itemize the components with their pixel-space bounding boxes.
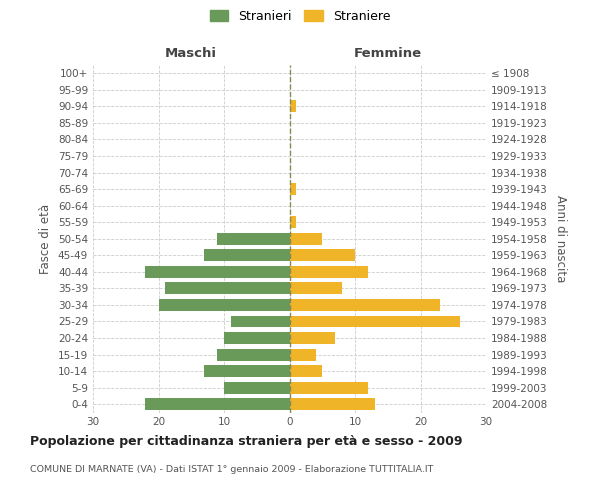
Bar — [290, 299, 440, 311]
Text: Maschi: Maschi — [165, 47, 217, 60]
Bar — [290, 233, 322, 244]
Bar — [290, 365, 322, 377]
Bar — [290, 216, 296, 228]
Bar — [290, 348, 316, 360]
Bar — [290, 316, 460, 328]
Bar — [217, 233, 290, 244]
Text: Popolazione per cittadinanza straniera per età e sesso - 2009: Popolazione per cittadinanza straniera p… — [30, 435, 463, 448]
Bar — [217, 348, 290, 360]
Bar — [290, 250, 355, 262]
Bar — [205, 365, 290, 377]
Bar — [290, 100, 296, 112]
Bar — [290, 382, 368, 394]
Bar — [290, 282, 342, 294]
Bar — [230, 316, 290, 328]
Bar — [290, 398, 374, 410]
Bar — [165, 282, 290, 294]
Y-axis label: Anni di nascita: Anni di nascita — [554, 195, 567, 282]
Bar — [224, 332, 290, 344]
Bar — [158, 299, 290, 311]
Bar — [145, 266, 290, 278]
Bar — [290, 332, 335, 344]
Bar — [224, 382, 290, 394]
Text: COMUNE DI MARNATE (VA) - Dati ISTAT 1° gennaio 2009 - Elaborazione TUTTITALIA.IT: COMUNE DI MARNATE (VA) - Dati ISTAT 1° g… — [30, 465, 433, 474]
Text: Femmine: Femmine — [353, 47, 422, 60]
Y-axis label: Fasce di età: Fasce di età — [40, 204, 52, 274]
Bar — [290, 266, 368, 278]
Bar — [145, 398, 290, 410]
Legend: Stranieri, Straniere: Stranieri, Straniere — [206, 6, 394, 26]
Bar — [290, 183, 296, 195]
Bar — [205, 250, 290, 262]
